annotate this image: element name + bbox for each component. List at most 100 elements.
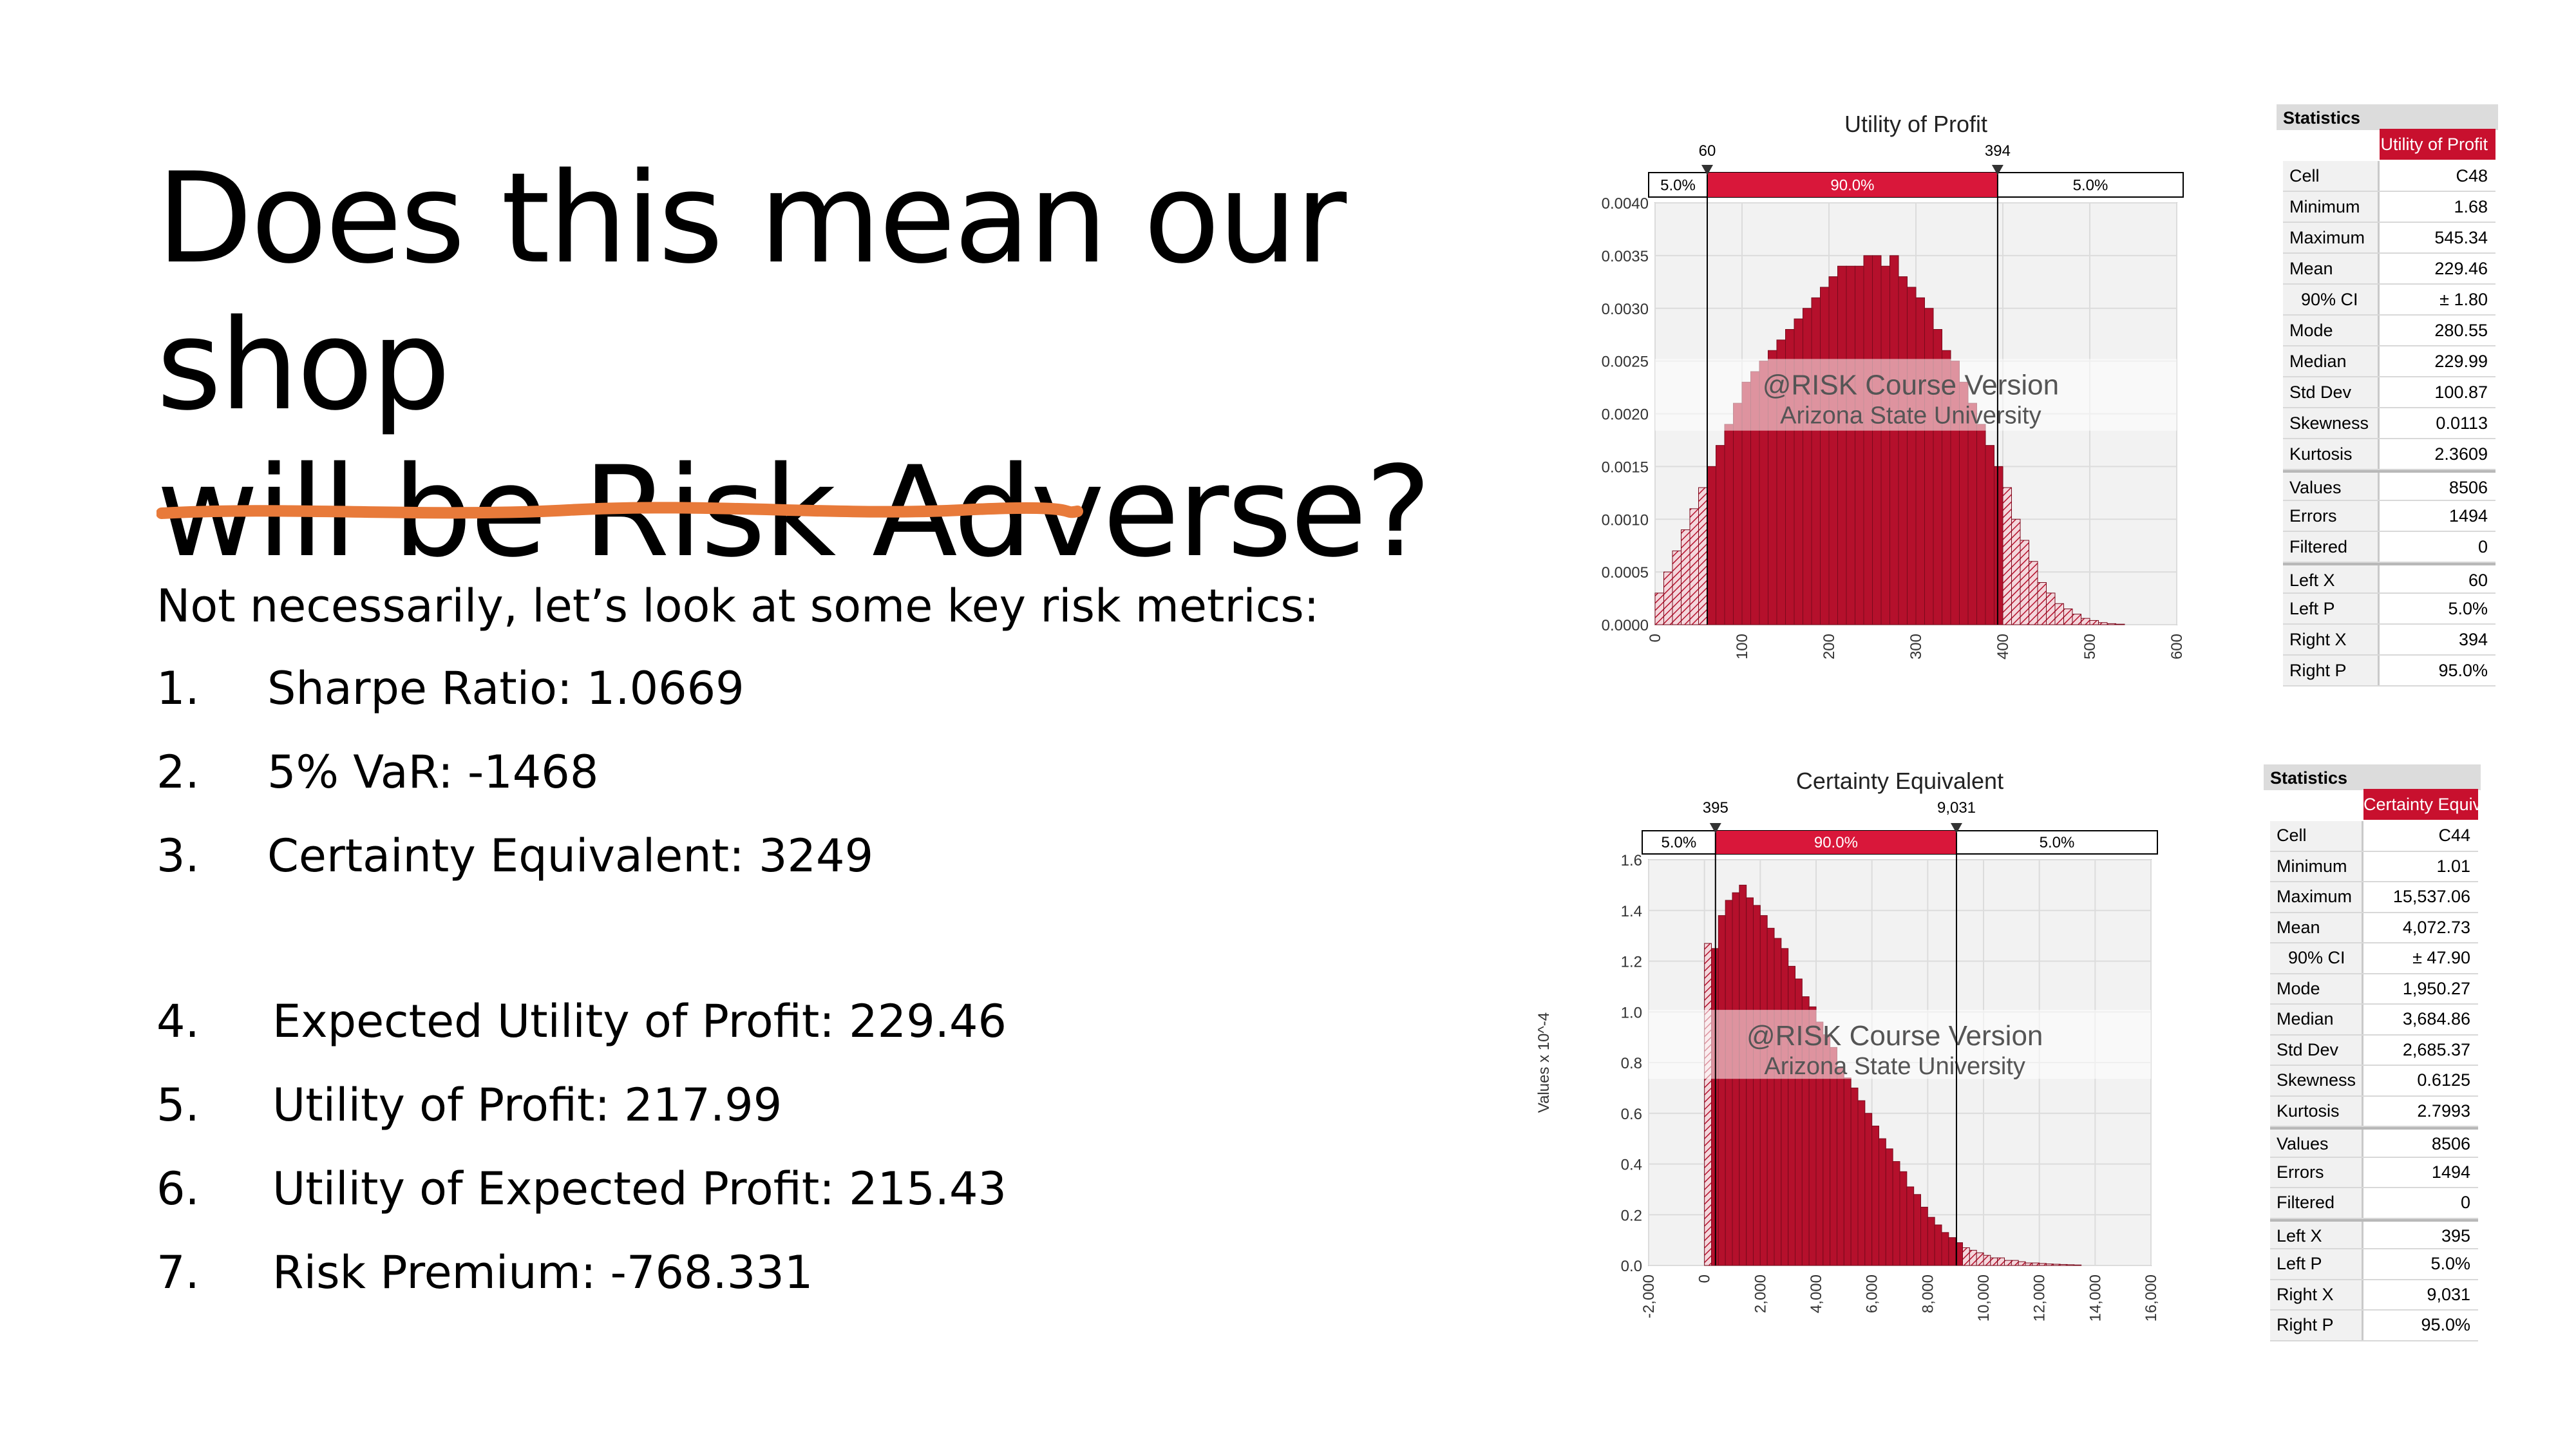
histogram-bar: [2011, 1260, 2019, 1266]
y-tick-label: 0.0: [1621, 1258, 1642, 1275]
stats-value: 0: [2460, 1193, 2470, 1212]
y-tick-label: 1.0: [1621, 1004, 1642, 1021]
histogram-bar: [1681, 529, 1690, 625]
stats-row: Skewness 0.0113: [2283, 408, 2496, 439]
histogram-bar: [1830, 1046, 1837, 1266]
stats-row: Maximum 15,537.06: [2270, 882, 2478, 913]
left-marker-triangle: [1709, 823, 1721, 833]
stats-key: Maximum: [2270, 882, 2363, 912]
histogram-bar: [1899, 1171, 1908, 1266]
utility-of-profit-histogram: Utility of Profit 0.0000 0.0005 0.0010 0.001…: [1602, 111, 2186, 659]
histogram-bar: [1707, 466, 1716, 625]
stats-row: Kurtosis 2.7993: [2270, 1096, 2478, 1127]
histogram-bar: [1915, 297, 1925, 625]
stats-row: Values 8506: [2270, 1127, 2478, 1158]
histogram-bar: [1997, 1257, 2005, 1266]
histogram-bar: [1857, 1100, 1866, 1266]
histogram-bar: [1872, 255, 1882, 625]
stats-row: Minimum 1.68: [2283, 192, 2496, 223]
histogram-bar: [1907, 287, 1917, 625]
stats-row: Cell C44: [2270, 821, 2478, 852]
y-tick-label: 1.4: [1621, 903, 1642, 920]
stats-row: Filtered 0: [2270, 1188, 2478, 1219]
histogram-bar: [1864, 1113, 1873, 1266]
y-tick-label: 0.0030: [1602, 301, 1649, 318]
x-tick-label: 8,000: [1919, 1274, 1937, 1313]
item-text: Utility of Profit: 217.99: [272, 1079, 782, 1132]
stats-value: 4,072.73: [2402, 917, 2470, 937]
stats-key: Mean: [2283, 254, 2380, 283]
stats-row: Median 229.99: [2283, 346, 2496, 377]
stats-title: Statistics: [2283, 108, 2361, 128]
item-text: Risk Premium: -768.331: [272, 1246, 813, 1299]
stats-row: Values 8506: [2283, 470, 2496, 501]
x-tick-label: 14,000: [2087, 1274, 2104, 1321]
delimiter-label: 90.0%: [1814, 834, 1858, 851]
item-number: 1.: [156, 662, 200, 715]
y-tick-label: 0.0035: [1602, 248, 1649, 265]
item-text: Certainty Equivalent: 3249: [267, 829, 874, 882]
stats-key: Skewness: [2283, 408, 2380, 438]
stats-value: 8506: [2448, 478, 2488, 497]
stats-key: Median: [2270, 1005, 2363, 1034]
stats-value: 2.3609: [2434, 444, 2488, 464]
item-text: Expected Utility of Profit: 229.46: [272, 995, 1007, 1048]
stats-row: Mean 229.46: [2283, 254, 2496, 285]
watermark-band: [1649, 1010, 2151, 1079]
y-tick-label: 0.0025: [1602, 354, 1649, 371]
stats-key: Maximum: [2283, 223, 2380, 252]
stats-value: 8506: [2431, 1134, 2470, 1153]
delimiter-middle-band: [1707, 173, 1998, 197]
histogram-bar: [2002, 487, 2012, 625]
histogram-bar: [1828, 276, 1838, 625]
stats-key: Right X: [2283, 625, 2380, 654]
histogram-bar: [1927, 1217, 1935, 1266]
histogram-bar: [1924, 308, 1934, 625]
stats-row: 90% CI ± 1.80: [2283, 285, 2496, 316]
x-tick-label: 0: [1647, 634, 1664, 642]
right-marker-value: 9,031: [1937, 799, 1976, 817]
histogram-bar: [1803, 308, 1812, 625]
histogram-bar: [1672, 550, 1681, 625]
histogram-bar: [1889, 255, 1899, 625]
histogram-bar: [2107, 623, 2116, 625]
histogram-bar: [1934, 1224, 1942, 1266]
item-number: 7.: [156, 1246, 200, 1299]
histogram-bar: [1906, 1186, 1915, 1266]
stats-key: Mode: [2270, 974, 2363, 1003]
y-tick-label: 0.4: [1621, 1157, 1642, 1174]
histogram-bar: [2025, 1262, 2033, 1266]
stats-value: C44: [2438, 826, 2470, 845]
item-text: 5% VaR: -1468: [267, 746, 599, 799]
y-tick-label: 0.0005: [1602, 564, 1649, 582]
stats-row: Kurtosis 2.3609: [2283, 439, 2496, 470]
histogram-bar: [1983, 1255, 1991, 1266]
histogram-bar: [1746, 897, 1754, 1266]
stats-value: ± 47.90: [2412, 948, 2470, 967]
histogram-bar: [1892, 1161, 1900, 1266]
histogram-bar: [2052, 1264, 2061, 1266]
stats-value: ± 1.80: [2439, 290, 2488, 309]
histogram-bar: [2011, 518, 2021, 625]
stats-row: Left X 60: [2283, 563, 2496, 594]
stats-value: 0.6125: [2417, 1070, 2470, 1090]
y-axis-label: Values x 10^-4: [1535, 1012, 1553, 1113]
histogram-bar: [1880, 265, 1890, 625]
stats-key: Right X: [2270, 1280, 2363, 1309]
x-tick-label: 600: [2168, 634, 2186, 659]
right-marker-triangle: [1951, 823, 1963, 833]
histogram-bar: [2098, 622, 2108, 625]
histogram-bar: [1976, 1252, 1984, 1266]
stats-row: Errors 1494: [2270, 1157, 2478, 1188]
histogram-bar: [1716, 445, 1725, 625]
stats-row: Left P 5.0%: [2283, 594, 2496, 625]
item-number: 2.: [156, 746, 200, 799]
histogram-bar: [2054, 603, 2064, 625]
stats-value: 2,685.37: [2402, 1039, 2470, 1059]
histogram-bar: [1811, 297, 1821, 625]
histogram-bar: [1885, 1148, 1893, 1266]
stats-value: 280.55: [2434, 321, 2488, 340]
stats-value: 395: [2441, 1226, 2470, 1245]
stats-value: 229.99: [2434, 352, 2488, 371]
x-tick-label: 400: [1994, 634, 2012, 659]
